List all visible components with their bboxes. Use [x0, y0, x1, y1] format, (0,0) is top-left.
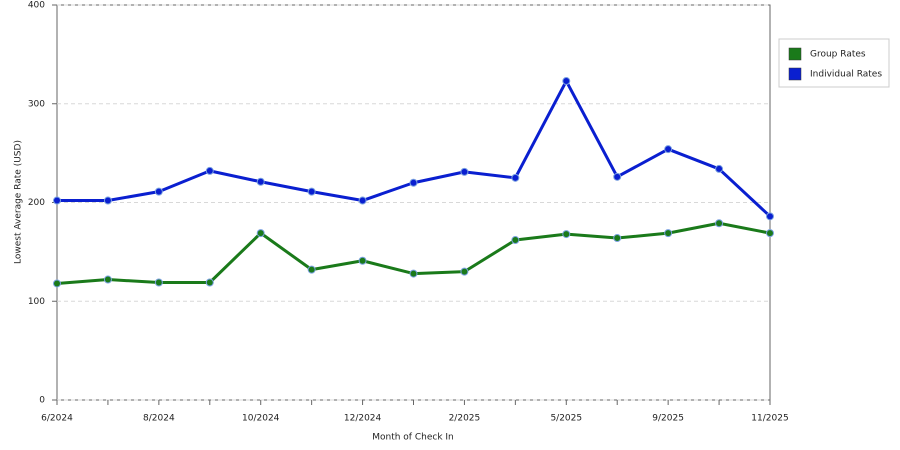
x-tick-label: 2/2025: [449, 414, 481, 424]
x-tick-label: 10/2024: [242, 414, 280, 424]
data-point: [460, 167, 469, 176]
data-point: [256, 229, 265, 238]
y-tick-label: 300: [28, 99, 45, 109]
x-tick-label: 6/2024: [41, 414, 73, 424]
data-point: [53, 196, 61, 205]
data-point: [613, 172, 622, 181]
data-point: [409, 269, 418, 278]
data-point: [664, 145, 673, 154]
x-tick-label: 11/2025: [751, 414, 788, 424]
data-point: [715, 219, 724, 228]
y-axis-label: Lowest Average Rate (USD): [14, 140, 24, 264]
data-point: [511, 236, 520, 245]
data-point: [256, 177, 265, 186]
data-point: [766, 212, 774, 221]
x-tick-label: 12/2024: [344, 414, 382, 424]
data-point: [715, 164, 724, 173]
x-axis-label: Month of Check In: [372, 433, 454, 443]
series-line: [57, 79, 772, 218]
y-tick-label: 400: [28, 1, 45, 11]
data-point: [154, 187, 163, 196]
y-tick-label: 200: [28, 198, 45, 208]
y-tick-label: 0: [39, 396, 45, 406]
data-point: [307, 187, 316, 196]
data-point: [664, 229, 673, 238]
data-point: [460, 267, 469, 276]
data-point: [562, 230, 571, 239]
data-point: [562, 77, 571, 86]
legend-swatch: [788, 47, 802, 61]
x-tick-label: 8/2024: [143, 414, 175, 424]
y-tick-label: 100: [28, 297, 45, 307]
data-point: [358, 256, 367, 265]
data-point: [613, 234, 622, 243]
data-point: [511, 173, 520, 182]
data-point: [205, 278, 214, 287]
data-point: [358, 196, 367, 205]
x-tick-label: 5/2025: [550, 414, 582, 424]
data-point: [409, 178, 418, 187]
data-point: [205, 166, 214, 175]
legend-label: Group Rates: [810, 50, 866, 60]
legend-label: Individual Rates: [810, 70, 882, 80]
data-point: [53, 279, 61, 288]
data-point: [307, 265, 316, 274]
legend-swatch: [788, 67, 802, 81]
data-point: [766, 229, 774, 238]
data-point: [103, 275, 112, 284]
x-tick-label: 9/2025: [652, 414, 684, 424]
data-point: [103, 196, 112, 205]
data-point: [154, 278, 163, 287]
